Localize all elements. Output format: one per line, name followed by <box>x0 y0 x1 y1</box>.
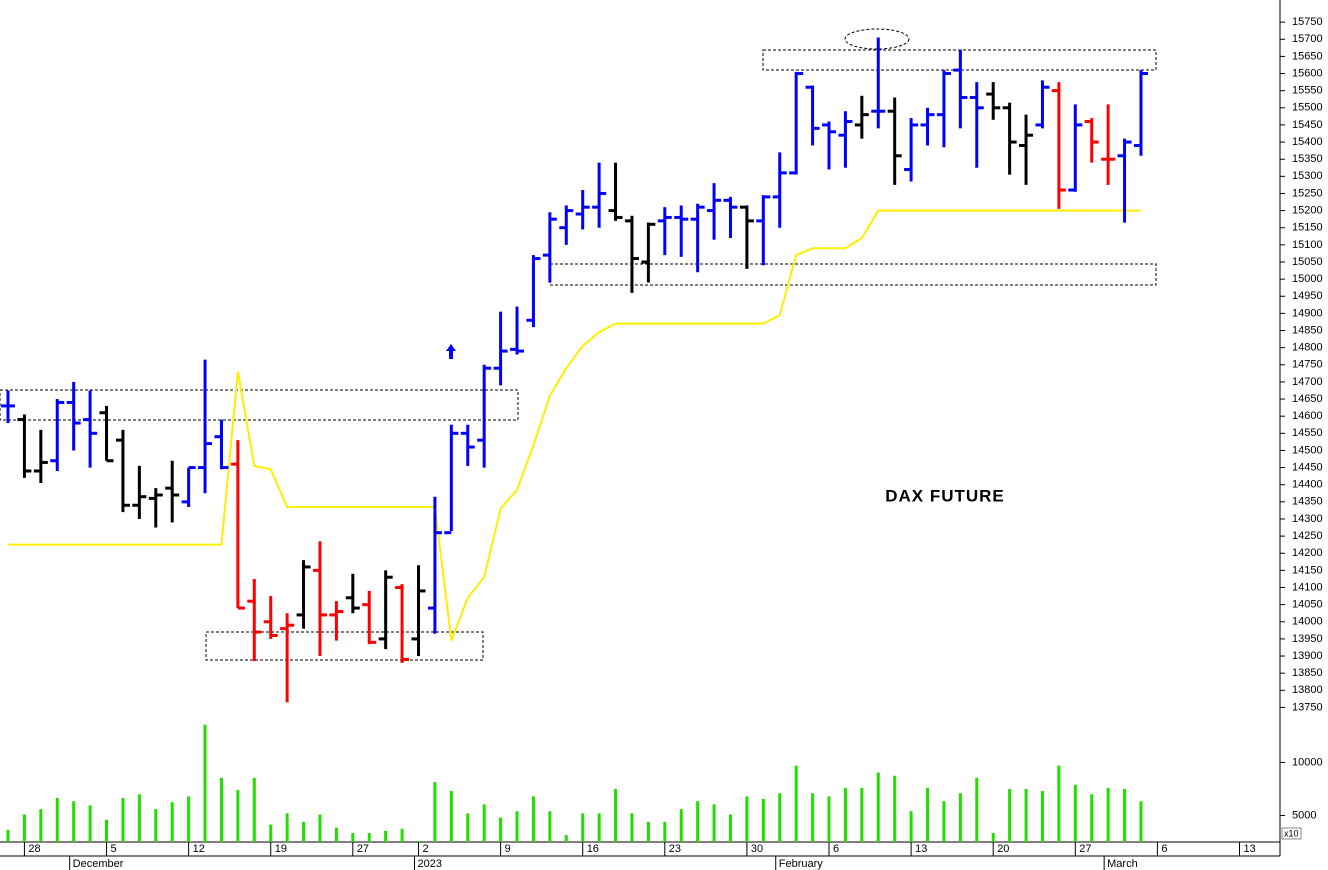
x-tick-label: 13 <box>1244 843 1256 855</box>
y-tick-label: 14100 <box>1292 581 1323 593</box>
y-tick-label: 15100 <box>1292 239 1323 251</box>
y-tick-label: 14250 <box>1292 530 1323 542</box>
volume-scale-box <box>1281 827 1302 840</box>
y-tick-label: 14350 <box>1292 496 1323 508</box>
x-tick-label: 30 <box>751 843 763 855</box>
y-tick-label: 14950 <box>1292 290 1323 302</box>
y-tick-label: 15250 <box>1292 187 1323 199</box>
x-tick-label: 27 <box>357 843 369 855</box>
y-tick-label: 13750 <box>1292 701 1323 713</box>
x-tick-label: 5 <box>111 843 117 855</box>
y-tick-label: 14150 <box>1292 564 1323 576</box>
x-tick-label: 19 <box>275 843 287 855</box>
y-tick-label: 14700 <box>1292 376 1323 388</box>
volume-scale-label: x10 <box>1284 828 1299 838</box>
chart-title: DAX FUTURE <box>885 486 1005 505</box>
y-tick-label: 15400 <box>1292 136 1323 148</box>
x-tick-label: 28 <box>28 843 40 855</box>
y-tick-label: 15150 <box>1292 222 1323 234</box>
month-label: December <box>73 858 124 870</box>
y-tick-label: 14800 <box>1292 342 1323 354</box>
y-tick-label: 14400 <box>1292 479 1323 491</box>
y-tick-label: 15550 <box>1292 85 1323 97</box>
y-tick-label: 15600 <box>1292 67 1323 79</box>
month-label: March <box>1107 858 1138 870</box>
y-tick-label: 13800 <box>1292 684 1323 696</box>
zone-box <box>0 389 519 421</box>
y-tick-label: 14200 <box>1292 547 1323 559</box>
volume-tick-label: 5000 <box>1292 809 1316 821</box>
y-tick-label: 13950 <box>1292 633 1323 645</box>
x-tick-label: 16 <box>587 843 599 855</box>
x-tick-label: 23 <box>669 843 681 855</box>
x-tick-label: 27 <box>1079 843 1091 855</box>
x-tick-label: 13 <box>915 843 927 855</box>
y-tick-label: 14850 <box>1292 324 1323 336</box>
x-tick-label: 9 <box>505 843 511 855</box>
y-tick-label: 13850 <box>1292 667 1323 679</box>
x-tick-label: 6 <box>1161 843 1167 855</box>
y-tick-label: 15750 <box>1292 16 1323 28</box>
y-tick-label: 15700 <box>1292 33 1323 45</box>
zone-box <box>549 263 1157 286</box>
stop-line <box>8 209 1141 641</box>
month-label: February <box>779 858 824 870</box>
y-tick-label: 14450 <box>1292 461 1323 473</box>
y-tick-label: 14550 <box>1292 427 1323 439</box>
y-tick-label: 15650 <box>1292 50 1323 62</box>
y-tick-label: 14500 <box>1292 444 1323 456</box>
month-label: 2023 <box>418 858 442 870</box>
y-tick-label: 14900 <box>1292 307 1323 319</box>
y-tick-label: 14600 <box>1292 410 1323 422</box>
y-tick-label: 14050 <box>1292 599 1323 611</box>
y-tick-label: 15450 <box>1292 119 1323 131</box>
y-tick-label: 15000 <box>1292 273 1323 285</box>
x-tick-label: 20 <box>997 843 1009 855</box>
y-tick-label: 15050 <box>1292 256 1323 268</box>
signal-arrow <box>446 344 456 359</box>
x-tick-label: 12 <box>193 843 205 855</box>
x-tick-label: 6 <box>833 843 839 855</box>
zone-box <box>205 631 484 661</box>
y-tick-label: 15200 <box>1292 204 1323 216</box>
x-tick-label: 2 <box>423 843 429 855</box>
y-tick-label: 15350 <box>1292 153 1323 165</box>
y-tick-label: 14750 <box>1292 359 1323 371</box>
volume-tick-label: 10000 <box>1292 756 1323 768</box>
y-tick-label: 15500 <box>1292 102 1323 114</box>
y-tick-label: 13900 <box>1292 650 1323 662</box>
y-tick-label: 14300 <box>1292 513 1323 525</box>
y-tick-label: 14650 <box>1292 393 1323 405</box>
y-tick-label: 15300 <box>1292 170 1323 182</box>
y-tick-label: 14000 <box>1292 616 1323 628</box>
